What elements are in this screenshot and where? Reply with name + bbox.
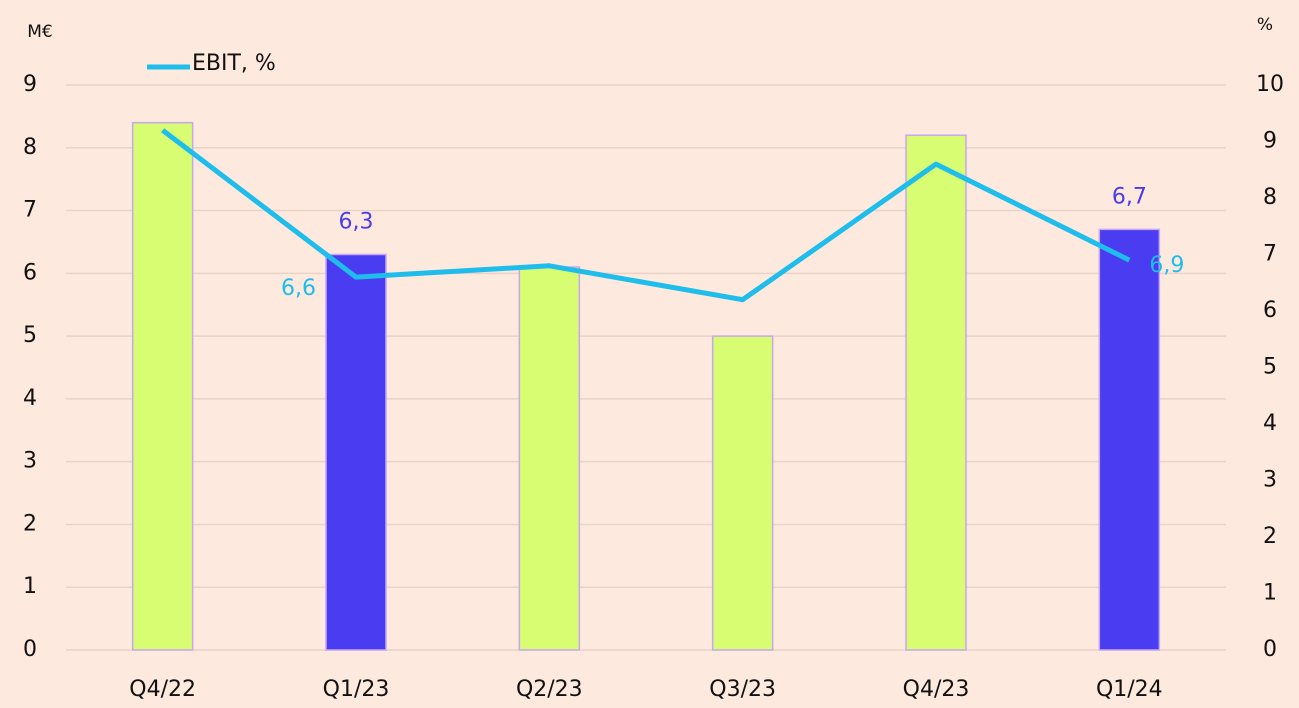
x-tick-label: Q4/23 [903, 677, 970, 702]
y-axis-label: M€ [27, 22, 52, 42]
y2-tick-label: 10 [1256, 72, 1284, 97]
y2-axis-label: % [1257, 15, 1273, 35]
y-tick-label: 6 [23, 260, 37, 285]
y-tick-label: 5 [23, 323, 37, 348]
bar-value-label: 6,3 [339, 210, 374, 235]
y-tick-label: 0 [23, 637, 37, 662]
line-value-label: 6,6 [281, 276, 316, 301]
y2-tick-label: 8 [1263, 185, 1277, 210]
bar [1098, 228, 1161, 651]
x-tick-label: Q3/23 [709, 677, 776, 702]
line [161, 128, 1131, 303]
y-tick-label: 1 [23, 574, 37, 599]
y-tick-label: 9 [23, 72, 37, 97]
y-tick-label: 8 [23, 135, 37, 160]
y2-tick-label: 6 [1263, 298, 1277, 323]
y2-tick-label: 2 [1263, 524, 1277, 549]
bar [905, 134, 967, 651]
y2-tick-label: 5 [1263, 355, 1277, 380]
y-tick-label: 3 [23, 449, 37, 474]
x-tick-label: Q2/23 [516, 677, 583, 702]
y2-tick-label: 1 [1263, 581, 1277, 606]
bar [131, 121, 194, 651]
bar-value-label: 6,7 [1112, 184, 1147, 209]
x-tick-label: Q1/24 [1096, 677, 1163, 702]
bar [711, 335, 774, 651]
y-tick-label: 4 [23, 386, 37, 411]
y2-tick-label: 9 [1263, 129, 1277, 154]
y2-tick-label: 0 [1263, 637, 1277, 662]
y-tick-label: 2 [23, 511, 37, 536]
y-tick-label: 7 [23, 198, 37, 223]
bar [325, 253, 387, 651]
line-value-label: 6,9 [1149, 253, 1184, 278]
y2-tick-label: 4 [1263, 411, 1277, 436]
legend-label: EBIT, % [192, 51, 276, 76]
bar [518, 266, 581, 651]
y2-tick-label: 7 [1263, 242, 1277, 267]
y2-tick-label: 3 [1263, 468, 1277, 493]
x-tick-label: Q4/22 [129, 677, 196, 702]
x-tick-label: Q1/23 [323, 677, 390, 702]
